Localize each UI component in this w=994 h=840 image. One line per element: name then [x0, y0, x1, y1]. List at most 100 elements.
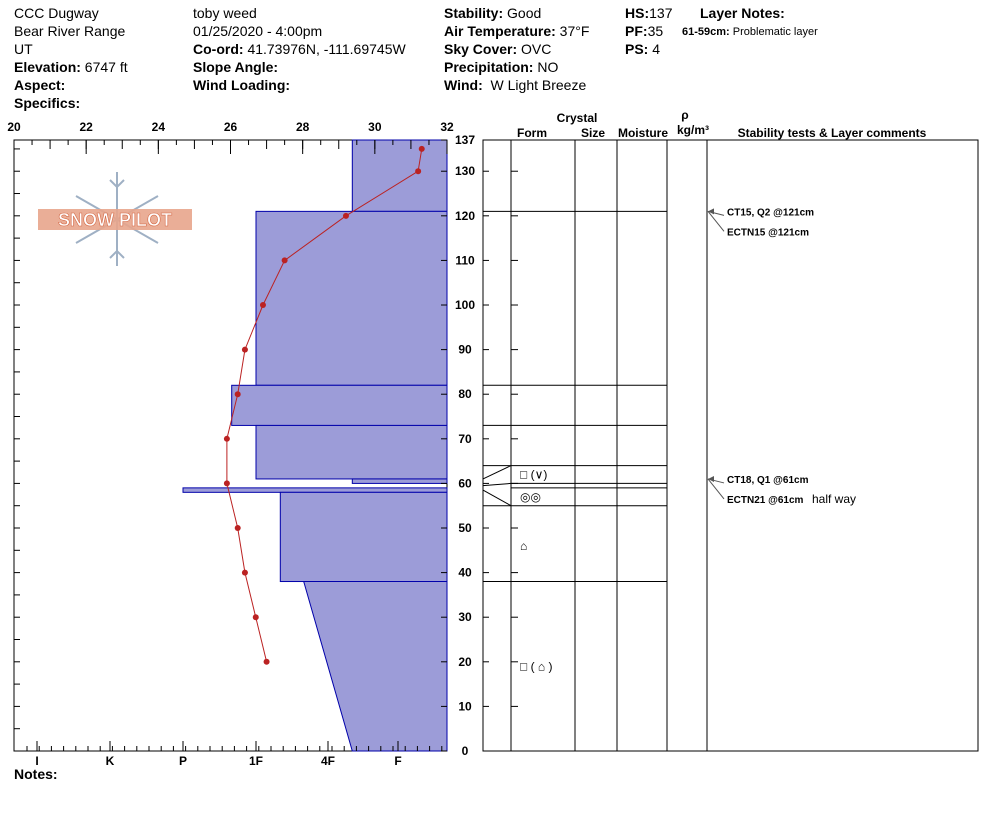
layer-connector: [482, 465, 512, 480]
stability-test-text: ECTN21 @61cm: [727, 495, 804, 506]
arrow-icon: [708, 208, 714, 215]
layer-table-frame: [482, 139, 979, 752]
depth-tick-label: 80: [458, 387, 472, 401]
temperature-point: [418, 145, 425, 152]
hardness-bar: [351, 478, 448, 484]
form-header: Form: [517, 126, 547, 140]
layer-note: 61-59cm: Problematic layer: [682, 26, 818, 38]
depth-tick-label: 120: [455, 209, 475, 223]
hardness-bar: [303, 581, 448, 752]
hardness-bar: [182, 487, 448, 493]
observer-name: toby weed: [193, 5, 257, 21]
depth-tick-label: 60: [458, 476, 472, 490]
stability-test-pointer: [707, 211, 725, 232]
hardness-tick-label: I: [35, 754, 38, 768]
temperature-point: [234, 391, 241, 398]
crystal-form-symbol: ⌂: [520, 539, 527, 553]
size-header: Size: [581, 126, 605, 140]
state-name: UT: [14, 41, 33, 57]
depth-tick-label: 130: [455, 164, 475, 178]
specifics-label: Specifics:: [14, 95, 81, 111]
rho-header: ρ: [681, 108, 688, 122]
watermark-band: [38, 209, 192, 230]
coord-row: Co-ord: 41.73976N, -111.69745W: [193, 41, 406, 57]
crystal-form-symbol: □ (∨): [520, 467, 547, 481]
temperature-profile: [223, 145, 425, 665]
pf-row: PF:35: [625, 23, 664, 39]
depth-tick-label: 100: [455, 298, 475, 312]
temperature-point: [241, 569, 248, 576]
depth-tick-label: 30: [458, 610, 472, 624]
crystal-form-symbol: ◎◎: [520, 490, 541, 504]
sky-cover-row: Sky Cover: OVC: [444, 41, 552, 57]
depth-tick-label: 40: [458, 566, 472, 580]
stability-test-text: ECTN15 @121cm: [727, 227, 809, 238]
slope-angle-label: Slope Angle:: [193, 59, 279, 75]
hardness-tick-label: P: [179, 754, 187, 768]
hardness-bar: [279, 491, 448, 583]
range-name: Bear River Range: [14, 23, 126, 39]
temp-tick-label: 28: [296, 120, 310, 134]
temperature-point: [223, 435, 230, 442]
stability-row: Stability: Good: [444, 5, 542, 21]
aspect-label: Aspect:: [14, 77, 66, 93]
temperature-point: [241, 346, 248, 353]
temperature-point: [252, 614, 259, 621]
hardness-bar: [255, 210, 448, 386]
crystal-header: Crystal: [557, 111, 598, 125]
depth-tick-label: 20: [458, 655, 472, 669]
axes: 20 22 24 26 28 30 32 0 10 20 30 40 50 60 70 80 90 100 110 1…: [7, 120, 518, 768]
depth-tick-label: 70: [458, 432, 472, 446]
temperature-point: [281, 257, 288, 264]
temp-tick-label: 30: [368, 120, 382, 134]
stability-test-text: CT15, Q2 @121cm: [727, 207, 814, 218]
depth-tick-label: 10: [458, 699, 472, 713]
hardness-bar: [231, 384, 448, 426]
temperature-point: [259, 302, 266, 309]
precip-row: Precipitation: NO: [444, 59, 559, 75]
layer-connector: [482, 489, 512, 507]
wind-loading-label: Wind Loading:: [193, 77, 291, 93]
temperature-point: [263, 658, 270, 665]
layer-connector: [482, 482, 512, 487]
hardness-tick-label: F: [394, 754, 401, 768]
temperature-point: [223, 480, 230, 487]
temperature-point: [342, 212, 349, 219]
temp-tick-label: 26: [224, 120, 238, 134]
wind-row: Wind: W Light Breeze: [444, 77, 587, 93]
layer-table: □ (∨) ◎◎ ⌂ □ ( ⌂ ) CT15, Q2 @121cm ECTN15 @12…: [482, 139, 856, 752]
moisture-header: Moisture: [618, 126, 668, 140]
depth-tick-label: 0: [462, 744, 469, 758]
crystal-form-symbol: □ ( ⌂ ): [520, 659, 553, 673]
snowpilot-watermark: SNOW PILOT: [38, 172, 192, 266]
hardness-tick-label: 4F: [321, 754, 335, 768]
stability-tests-header: Stability tests & Layer comments: [738, 126, 927, 140]
stability-comment: half way: [812, 492, 856, 506]
temperature-point: [415, 168, 422, 175]
hardness-tick-label: 1F: [249, 754, 263, 768]
hs-row: HS:137: [625, 5, 673, 21]
arrow-icon: [708, 475, 714, 482]
hardness-tick-label: K: [106, 754, 115, 768]
temp-tick-label: 20: [7, 120, 21, 134]
hardness-bar: [351, 139, 448, 212]
temp-tick-label: 22: [79, 120, 93, 134]
layer-notes-label: Layer Notes:: [700, 5, 785, 21]
ps-row: PS: 4: [625, 41, 661, 57]
notes-label: Notes:: [14, 766, 58, 782]
hardness-bar: [255, 424, 448, 480]
temp-tick-label: 24: [152, 120, 166, 134]
location-name: CCC Dugway: [14, 5, 99, 21]
depth-tick-label: 90: [458, 343, 472, 357]
temperature-point: [234, 525, 241, 532]
density-unit-header: kg/m³: [677, 123, 709, 137]
hardness-bars: [182, 139, 448, 752]
observation-datetime: 01/25/2020 - 4:00pm: [193, 23, 323, 39]
stability-test-text: CT18, Q1 @61cm: [727, 475, 809, 486]
stability-test-pointer: [707, 478, 725, 500]
depth-tick-label: 137: [455, 133, 475, 147]
elevation-row: Elevation: 6747 ft: [14, 59, 128, 75]
temp-tick-label: 32: [440, 120, 454, 134]
depth-tick-label: 110: [455, 253, 475, 267]
